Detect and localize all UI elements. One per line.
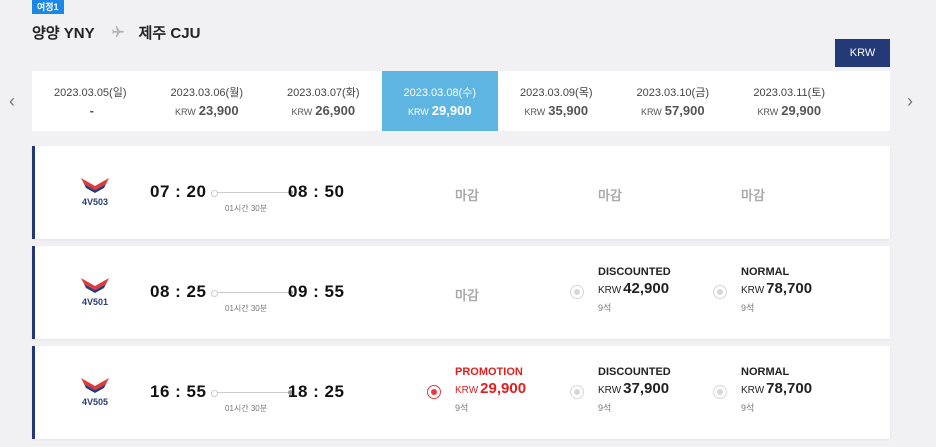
fare-promotion[interactable]: PROMOTION KRW 29,900 9석 — [427, 366, 527, 414]
date-price: KRW 29,900 — [407, 103, 472, 118]
seats-left: 9석 — [741, 403, 755, 413]
arrival-time: 08 : 50 — [288, 182, 345, 201]
fare-price: KRW 42,900 — [598, 280, 670, 297]
promotion-closed: 마감 — [455, 288, 479, 303]
seats-left: 9석 — [598, 303, 612, 313]
date-label: 2023.03.10(금) — [636, 87, 710, 99]
discounted-closed: 마감 — [598, 188, 622, 203]
departure-time: 08 : 25 — [150, 282, 207, 301]
date-cell[interactable]: 2023.03.11(토) KRW 29,900 — [731, 71, 848, 131]
date-label: 2023.03.09(목) — [520, 87, 593, 99]
date-label: 2023.03.07(화) — [287, 87, 360, 99]
radio-icon[interactable] — [713, 385, 727, 399]
radio-icon[interactable] — [713, 285, 727, 299]
arrival-time: 18 : 25 — [288, 382, 345, 401]
duration: 01시간 30분 — [225, 304, 268, 313]
fare-class: NORMAL — [741, 266, 790, 278]
date-price: KRW 23,900 — [174, 103, 239, 118]
fare-price: KRW 37,900 — [598, 380, 670, 397]
date-cell[interactable]: 2023.03.09(목) KRW 35,900 — [498, 71, 615, 131]
duration-line — [211, 390, 293, 397]
airline: 4V501 — [75, 276, 115, 307]
duration: 01시간 30분 — [225, 204, 268, 213]
radio-icon[interactable] — [570, 385, 584, 399]
fare-class: NORMAL — [741, 366, 790, 378]
fare-price: KRW 78,700 — [741, 280, 813, 297]
fare-price: KRW 29,900 — [455, 380, 527, 397]
date-label: 2023.03.05(일) — [54, 87, 127, 99]
fare-class: PROMOTION — [455, 366, 523, 378]
plane-icon — [111, 25, 125, 39]
flight-number: 4V505 — [81, 397, 109, 407]
fare-normal[interactable]: NORMAL KRW 78,700 9석 — [713, 366, 813, 414]
airline-logo-icon — [80, 276, 110, 294]
promotion-closed: 마감 — [455, 188, 479, 203]
fare-class: DISCOUNTED — [598, 366, 671, 378]
radio-icon-selected[interactable] — [427, 385, 441, 399]
fare-normal[interactable]: NORMAL KRW 78,700 9석 — [713, 266, 813, 314]
leg-badge: 여정1 — [32, 0, 64, 14]
flight-card: 4V503 07 : 20 01시간 30분 08 : 50 마감 마감 마감 — [32, 146, 890, 239]
duration-line — [211, 290, 293, 297]
departure-time: 16 : 55 — [150, 382, 207, 401]
duration-line — [211, 190, 293, 197]
date-price: KRW 35,900 — [524, 103, 589, 118]
seats-left: 9석 — [455, 403, 469, 413]
currency-button[interactable]: KRW — [835, 39, 890, 67]
date-price: KRW 29,900 — [757, 103, 822, 118]
origin: 양양 YNY — [32, 24, 95, 42]
flight-number: 4V501 — [81, 297, 109, 307]
radio-icon[interactable] — [570, 285, 584, 299]
seats-left: 9석 — [598, 403, 612, 413]
next-week-button[interactable]: › — [907, 90, 913, 111]
date-cell[interactable]: 2023.03.10(금) KRW 57,900 — [615, 71, 732, 131]
date-cell-selected[interactable]: 2023.03.08(수) KRW 29,900 — [381, 71, 498, 131]
seats-left: 9석 — [741, 303, 755, 313]
route-title: 양양 YNY 제주 CJU — [32, 22, 200, 42]
airline-logo-icon — [80, 376, 110, 394]
prev-week-button[interactable]: ‹ — [9, 90, 15, 111]
date-label: 2023.03.06(월) — [170, 87, 244, 99]
arrival-time: 09 : 55 — [288, 282, 345, 301]
fare-discounted[interactable]: DISCOUNTED KRW 37,900 9석 — [570, 366, 671, 414]
departure-time: 07 : 20 — [150, 182, 207, 201]
date-label: 2023.03.08(수) — [403, 87, 477, 99]
date-price: - — [89, 103, 94, 118]
date-price: KRW 26,900 — [291, 103, 356, 118]
fare-discounted[interactable]: DISCOUNTED KRW 42,900 9석 — [570, 266, 671, 314]
date-label: 2023.03.11(토) — [753, 87, 826, 99]
date-cell[interactable]: 2023.03.05(일) - — [32, 71, 149, 131]
duration: 01시간 30분 — [225, 404, 268, 413]
date-cell[interactable]: 2023.03.06(월) KRW 23,900 — [149, 71, 266, 131]
date-price: KRW 57,900 — [640, 103, 705, 118]
flight-card: 4V501 08 : 25 01시간 30분 09 : 55 마감 DISCOU… — [32, 246, 890, 339]
airline: 4V503 — [75, 176, 115, 207]
normal-closed: 마감 — [741, 188, 765, 203]
destination: 제주 CJU — [138, 24, 201, 42]
airline-logo-icon — [80, 176, 110, 194]
fare-class: DISCOUNTED — [598, 266, 671, 278]
date-cell[interactable]: 2023.03.07(화) KRW 26,900 — [265, 71, 382, 131]
flight-number: 4V503 — [81, 197, 109, 207]
airline: 4V505 — [75, 376, 115, 407]
fare-price: KRW 78,700 — [741, 380, 813, 397]
date-selector: 2023.03.05(일) - 2023.03.06(월) KRW 23,900 … — [32, 71, 890, 131]
flight-card: 4V505 16 : 55 01시간 30분 18 : 25 PROMOTION… — [32, 346, 890, 439]
